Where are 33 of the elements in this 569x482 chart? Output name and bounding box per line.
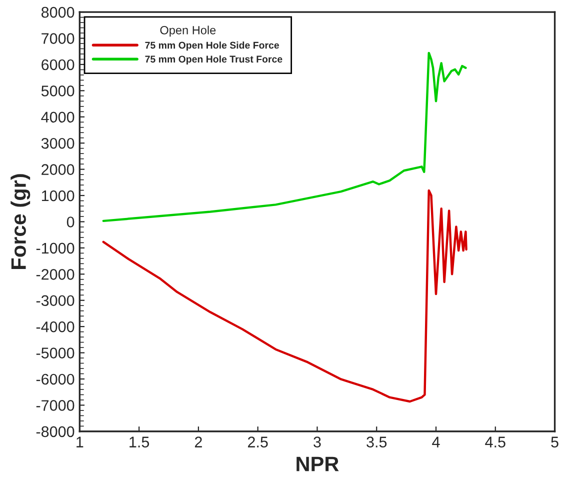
y-tick-label: 2000 (42, 164, 74, 175)
x-tick-label: 3.5 (366, 436, 387, 448)
y-tick-label: 1000 (42, 190, 74, 202)
y-tick-label: 8000 (41, 6, 74, 18)
y-tick-label: 3000 (41, 138, 74, 149)
legend-label: 75 mm Open Hole Side Force (145, 42, 279, 51)
y-tick-label: -5000 (36, 348, 74, 358)
x-tick-label: 4.5 (485, 436, 506, 448)
y-tick-label: 6000 (42, 59, 74, 70)
line-series (102, 189, 468, 403)
y-tick-label: -2000 (36, 269, 74, 280)
x-tick-label: 2.5 (248, 436, 268, 448)
line-series (102, 52, 467, 222)
y-tick-label: 7000 (42, 33, 74, 44)
x-tick-label: 5 (551, 436, 558, 448)
y-tick-label: -6000 (36, 374, 74, 385)
y-tick-label: 0 (66, 216, 74, 228)
y-tick-label: -3000 (36, 295, 74, 306)
legend-label: 75 mm Open Hole Trust Force (145, 55, 282, 65)
x-tick-label: 2 (194, 436, 202, 448)
y-axis-title: Force (gr) (10, 174, 30, 269)
x-tick-label: 4 (432, 436, 440, 448)
y-tick-label: -1000 (36, 242, 74, 254)
x-tick-label: 1 (76, 436, 84, 448)
y-tick-label: 5000 (41, 86, 74, 96)
y-tick-label: -8000 (36, 426, 74, 438)
x-axis-title: NPR (296, 456, 339, 472)
x-tick-label: 1.5 (130, 436, 150, 448)
y-tick-label: 4000 (41, 112, 74, 123)
x-tick-label: 3 (314, 436, 321, 448)
y-tick-label: -4000 (36, 321, 74, 332)
legend-title: Open Hole (160, 26, 216, 37)
y-tick-label: -7000 (36, 400, 74, 411)
